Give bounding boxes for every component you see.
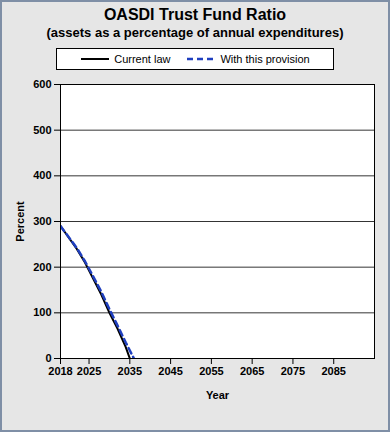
svg-text:Year: Year xyxy=(206,389,230,401)
svg-text:2055: 2055 xyxy=(199,365,223,377)
svg-text:2035: 2035 xyxy=(118,365,142,377)
svg-text:100: 100 xyxy=(33,306,51,318)
html-text:OASDI Trust Fund Ratio: OASDI Trust Fund Ratio xyxy=(103,6,287,23)
svg-text:2085: 2085 xyxy=(321,365,345,377)
html-text:With this provision: With this provision xyxy=(220,53,310,65)
svg-text:2025: 2025 xyxy=(77,365,101,377)
svg-text:0: 0 xyxy=(45,352,51,364)
svg-text:2075: 2075 xyxy=(281,365,305,377)
svg-text:2018: 2018 xyxy=(48,365,72,377)
svg-text:200: 200 xyxy=(33,261,51,273)
svg-text:600: 600 xyxy=(33,78,51,90)
svg-text:Percent: Percent xyxy=(14,201,26,242)
svg-text:400: 400 xyxy=(33,169,51,181)
svg-text:500: 500 xyxy=(33,124,51,136)
html-text:Current law: Current law xyxy=(114,53,171,65)
svg-text:2065: 2065 xyxy=(240,365,264,377)
svg-text:2045: 2045 xyxy=(158,365,182,377)
html-text:(assets as a percentage of ann: (assets as a percentage of annual expend… xyxy=(46,25,344,40)
svg-text:300: 300 xyxy=(33,215,51,227)
